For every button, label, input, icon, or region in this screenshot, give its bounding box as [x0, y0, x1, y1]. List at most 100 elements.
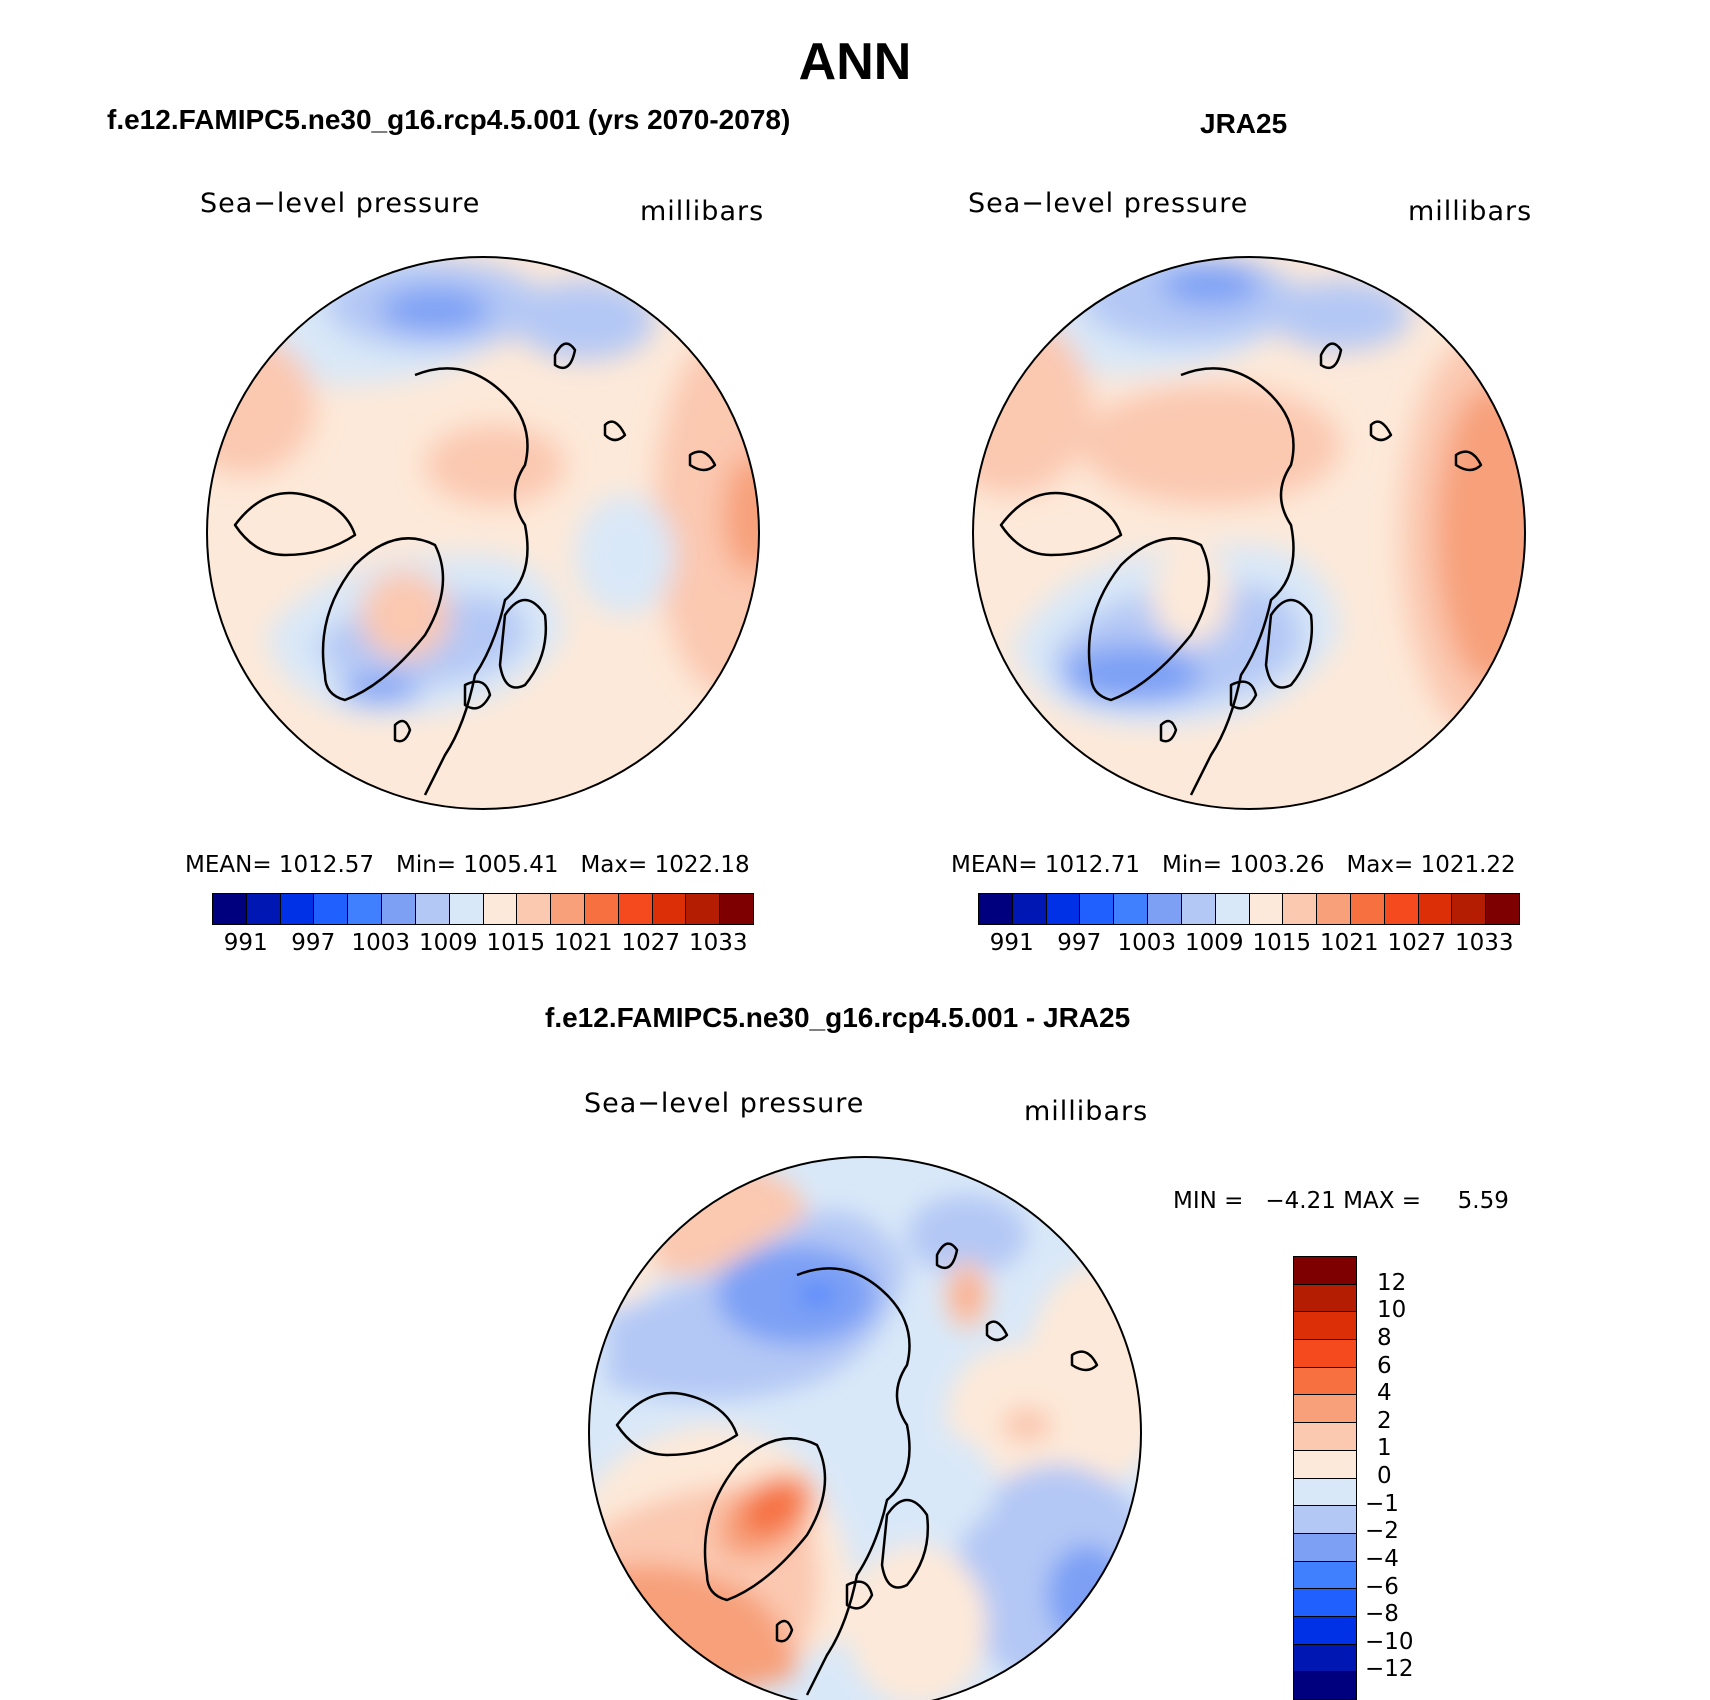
colorbar-swatch: [314, 894, 349, 924]
colorbar-tick-label: 1003: [351, 930, 411, 956]
panel2-max-label: Max=: [1346, 852, 1414, 878]
colorbar-swatch: [1046, 894, 1081, 924]
colorbar-tick-label: 997: [1057, 930, 1102, 956]
colorbar-swatch: [1294, 1423, 1356, 1451]
colorbar-tick-label: 4: [1377, 1380, 1392, 1407]
colorbar-swatch: [618, 894, 653, 924]
panel3-max-label: MAX =: [1343, 1188, 1422, 1214]
colorbar-tick-label: 991: [989, 930, 1034, 956]
panel3-max-value: 5.59: [1457, 1188, 1509, 1214]
colorbar-swatch: [1294, 1506, 1356, 1534]
panel2-colorbar: [978, 893, 1520, 925]
colorbar-swatch: [517, 894, 552, 924]
panel1-min-value: 1005.41: [463, 852, 559, 878]
colorbar-swatch: [449, 894, 484, 924]
colorbar-tick-label: 2: [1377, 1407, 1392, 1434]
colorbar-tick-label: 6: [1377, 1352, 1392, 1379]
colorbar-swatch: [1294, 1533, 1356, 1562]
panel1-mean-label: MEAN=: [185, 852, 272, 878]
colorbar-tick-label: 1033: [688, 930, 748, 956]
colorbar-tick-label: 1003: [1117, 930, 1177, 956]
colorbar-tick-label: 991: [223, 930, 268, 956]
panel1-max-value: 1022.18: [654, 852, 750, 878]
colorbar-swatch: [1283, 894, 1318, 924]
colorbar-swatch: [652, 894, 687, 924]
panel3-min-label: MIN =: [1173, 1188, 1244, 1214]
panel2-min-value: 1003.26: [1229, 852, 1325, 878]
colorbar-swatch: [1294, 1589, 1356, 1617]
colorbar-tick-label: 1021: [1319, 930, 1379, 956]
panel1-max-label: Max=: [580, 852, 648, 878]
colorbar-tick-label: 1033: [1454, 930, 1514, 956]
panel2-min-label: Min=: [1161, 852, 1223, 878]
colorbar-tick-label: 12: [1377, 1269, 1407, 1296]
colorbar-tick-label: −1: [1365, 1490, 1399, 1517]
colorbar-swatch: [1114, 894, 1149, 924]
panel2-mean-value: 1012.71: [1044, 852, 1141, 878]
colorbar-swatch: [1294, 1340, 1356, 1368]
colorbar-swatch: [415, 894, 450, 924]
colorbar-tick-label: 1027: [621, 930, 681, 956]
colorbar-swatch: [1294, 1616, 1356, 1645]
colorbar-swatch: [551, 894, 585, 924]
colorbar-swatch: [348, 894, 383, 924]
colorbar-swatch: [1294, 1395, 1356, 1424]
panel1-mean-value: 1012.57: [278, 852, 375, 878]
colorbar-swatch: [1012, 894, 1047, 924]
colorbar-swatch: [720, 894, 753, 924]
colorbar-swatch: [1294, 1561, 1356, 1590]
colorbar-tick-label: −6: [1365, 1573, 1399, 1600]
colorbar-tick-label: −4: [1365, 1545, 1399, 1572]
colorbar-tick-label: −2: [1365, 1518, 1399, 1545]
colorbar-swatch: [1181, 894, 1216, 924]
panel1-title: f.e12.FAMIPC5.ne30_g16.rcp4.5.001 (yrs 2…: [107, 104, 791, 135]
colorbar-swatch: [584, 894, 619, 924]
panel1-colorbar-ticks: 991 997 1003 1009 1015 1021 1027 1033: [212, 930, 752, 960]
colorbar-tick-label: 1021: [553, 930, 613, 956]
colorbar-swatch: [1418, 894, 1453, 924]
panel2-title: JRA25: [1200, 108, 1288, 139]
panel1-min-label: Min=: [395, 852, 457, 878]
colorbar-tick-label: 1015: [1252, 930, 1312, 956]
colorbar-swatch: [1249, 894, 1284, 924]
colorbar-swatch: [1486, 894, 1519, 924]
colorbar-tick-label: 8: [1377, 1324, 1392, 1351]
colorbar-swatch: [382, 894, 416, 924]
panel1-map: [206, 256, 760, 810]
panel3-colorbar: [1293, 1256, 1357, 1700]
colorbar-swatch: [1294, 1644, 1356, 1673]
panel2-variable: Sea−level pressure: [968, 188, 1249, 219]
colorbar-tick-label: 1015: [486, 930, 546, 956]
colorbar-swatch: [1384, 894, 1419, 924]
panel3-min-value: −4.21: [1265, 1188, 1336, 1214]
panel2-max-value: 1021.22: [1420, 852, 1516, 878]
colorbar-tick-label: 0: [1377, 1463, 1392, 1489]
panel3-map: [588, 1156, 1142, 1700]
colorbar-swatch: [1148, 894, 1182, 924]
colorbar-tick-label: 997: [291, 930, 336, 956]
colorbar-swatch: [1294, 1672, 1356, 1699]
colorbar-swatch: [1294, 1367, 1356, 1396]
colorbar-tick-label: −10: [1365, 1628, 1414, 1655]
panel1-colorbar: [212, 893, 754, 925]
colorbar-tick-label: 1: [1377, 1435, 1392, 1462]
colorbar-swatch: [1294, 1478, 1356, 1507]
panel2-map: [972, 256, 1526, 810]
colorbar-swatch: [1350, 894, 1385, 924]
panel2-colorbar-ticks: 991 997 1003 1009 1015 1021 1027 1033: [978, 930, 1518, 960]
panel2-units: millibars: [1408, 196, 1533, 227]
colorbar-swatch: [1317, 894, 1351, 924]
colorbar-tick-label: 1027: [1387, 930, 1447, 956]
panel1-variable: Sea−level pressure: [200, 188, 481, 219]
colorbar-swatch: [1215, 894, 1250, 924]
colorbar-swatch: [979, 894, 1013, 924]
panel3-colorbar-ticks: 12 10 8 6 4 2 1 0 −1 −2 −4 −6 −8 −10 −12: [1365, 1256, 1485, 1698]
colorbar-swatch: [686, 894, 721, 924]
colorbar-swatch: [483, 894, 518, 924]
colorbar-tick-label: 10: [1377, 1297, 1407, 1324]
colorbar-swatch: [1294, 1257, 1356, 1285]
colorbar-swatch: [1294, 1450, 1356, 1479]
colorbar-swatch: [280, 894, 315, 924]
colorbar-tick-label: 1009: [418, 930, 478, 956]
colorbar-swatch: [1452, 894, 1487, 924]
